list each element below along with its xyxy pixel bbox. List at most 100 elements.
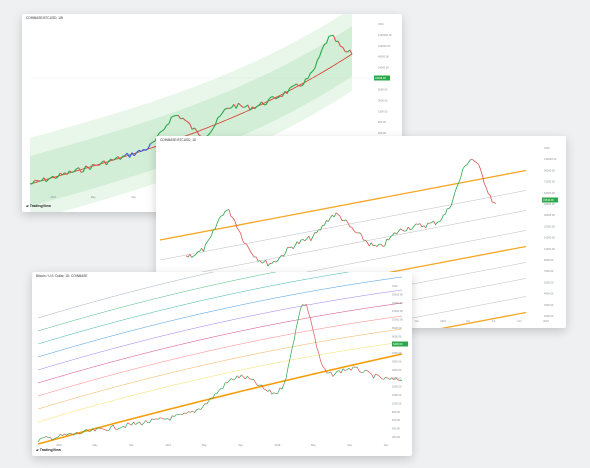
- chart-1-price-segment: [300, 84, 304, 87]
- chart-2-price-segment: [421, 225, 425, 228]
- chart-3-price-segment: [196, 408, 199, 411]
- chart-2-price-segment: [285, 247, 288, 254]
- chart-3-price-segment: [216, 390, 220, 394]
- chart-1-price-segment: [219, 112, 223, 117]
- chart-3-y-tick: 1000.00: [392, 401, 402, 405]
- chart-3-price-segment: [230, 378, 234, 381]
- chart-2-y-tick: 40000.00: [544, 202, 555, 206]
- chart-3-price-segment: [149, 418, 153, 423]
- chart-2-price-segment: [390, 234, 393, 237]
- chart-3-price-tag: 6400.00: [392, 341, 408, 347]
- chart-1-y-tick: 400.00: [378, 131, 386, 135]
- chart-3-price-segment: [52, 438, 55, 441]
- chart-1-price-segment: [89, 164, 94, 170]
- chart-1-price-segment: [166, 123, 170, 126]
- chart-2-price-segment: [411, 225, 415, 229]
- chart-1-price-segment: [150, 141, 154, 145]
- chart-3-price-segment: [285, 366, 289, 379]
- chart-1-price-segment: [314, 60, 318, 69]
- chart-1-price-segment: [156, 132, 161, 137]
- chart-1-price-segment: [291, 85, 295, 88]
- chart-3-price-segment: [182, 412, 185, 415]
- chart-1-price-segment: [189, 123, 193, 130]
- chart-1-price-segment: [207, 131, 212, 136]
- chart-1-price-segment: [41, 177, 45, 182]
- chart-2-price-segment: [429, 222, 432, 224]
- chart-2-price-segment: [466, 161, 470, 166]
- chart-3-price-segment: [243, 376, 246, 380]
- chart-2-price-tag-bg: [542, 197, 558, 203]
- chart-2-price-segment: [187, 254, 191, 258]
- chart-3-price-segment: [367, 370, 370, 373]
- chart-3-price-segment: [206, 400, 210, 405]
- chart-3-y-tick: 600.00: [392, 418, 400, 422]
- chart-3-y-axis: USD 25000.00 20000.00 15000.00 10000.00 8000.…: [392, 284, 403, 439]
- chart-2-channel-line: [159, 169, 527, 241]
- chart-1-price-segment: [171, 115, 174, 118]
- chart-3-price-segment: [316, 346, 319, 353]
- chart-1-band: [30, 14, 352, 212]
- chart-3-x-tick: Sep: [238, 443, 243, 447]
- chart-3-price-segment: [119, 427, 122, 429]
- chart-1-price-segment: [337, 41, 341, 47]
- chart-2-price-segment: [279, 255, 282, 258]
- chart-2-price-segment: [450, 198, 454, 206]
- chart-3-price-segment: [157, 417, 161, 420]
- chart-2-price-segment: [292, 245, 296, 249]
- chart-2-fib-line: [159, 210, 527, 281]
- chart-2-price-segment: [300, 239, 304, 241]
- chart-2-price-segment: [232, 217, 236, 221]
- chart-2-price-segment: [454, 186, 458, 193]
- chart-3-price-segment: [64, 433, 67, 436]
- chart-3-price-segment: [330, 371, 334, 377]
- chart-2-price-segment: [452, 191, 456, 200]
- chart-2-price-segment: [439, 219, 442, 223]
- chart-2-price-segment: [234, 220, 238, 228]
- chart-1-price-segment: [59, 172, 63, 176]
- chart-3-price-segment: [328, 371, 331, 374]
- chart-3-price-segment: [397, 379, 401, 381]
- chart-1-y-tick: 48000.00: [378, 55, 389, 59]
- chart-3-price-segment: [200, 406, 203, 410]
- chart-2-price-segment: [312, 232, 316, 238]
- chart-3-price-segment: [174, 414, 177, 417]
- chart-1-price-segment: [143, 148, 147, 151]
- chart-2-x-tick: 2022: [543, 319, 549, 323]
- chart-2-price-segment: [214, 223, 218, 229]
- chart-2-price-segment: [423, 225, 427, 228]
- chart-1-price-segment: [136, 149, 140, 153]
- chart-3-x-tick: May: [311, 443, 317, 447]
- chart-2-price-segment: [382, 245, 386, 247]
- chart-1-price-segment: [231, 104, 235, 108]
- chart-2-price-segment: [251, 254, 255, 258]
- chart-2-price-segment: [392, 232, 395, 236]
- chart-2-price-segment: [304, 238, 308, 242]
- chart-1-price-segment: [48, 177, 52, 180]
- chart-3-price-segment: [111, 424, 114, 427]
- chart-3-price-segment: [293, 327, 297, 340]
- chart-3-price-segment: [137, 421, 140, 424]
- chart-1-price-segment: [168, 117, 172, 124]
- chart-1-price-segment: [221, 109, 226, 114]
- chart-3-y-tick: USD: [392, 284, 398, 288]
- chart-1-price-segment: [235, 102, 239, 109]
- chart-1-y-tick: 6000.00: [378, 87, 388, 91]
- chart-3-price-segment: [383, 376, 386, 380]
- chart-1-price-segment: [332, 35, 337, 42]
- chart-2-fib-line: [359, 296, 527, 328]
- chart-3-price-segment: [297, 309, 301, 320]
- chart-3-price-segment: [346, 367, 350, 370]
- chart-2-price-segment: [220, 215, 224, 217]
- chart-3-price-segment: [112, 424, 116, 430]
- chart-3-price-segment: [70, 433, 73, 435]
- chart-3-price-segment: [135, 422, 138, 425]
- chart-3-price-segment: [186, 411, 189, 414]
- chart-1-price-segment: [307, 73, 311, 79]
- chart-3-price-segment: [249, 378, 252, 380]
- chart-2-y-tick: 9000.00: [544, 258, 554, 262]
- chart-2-y-tick: 130000.00: [544, 157, 557, 161]
- chart-3-y-tick: 15000.00: [392, 309, 403, 313]
- chart-1-price-segment: [217, 115, 221, 119]
- chart-1-price-segment: [113, 157, 117, 161]
- chart-1-price-segment: [126, 152, 131, 158]
